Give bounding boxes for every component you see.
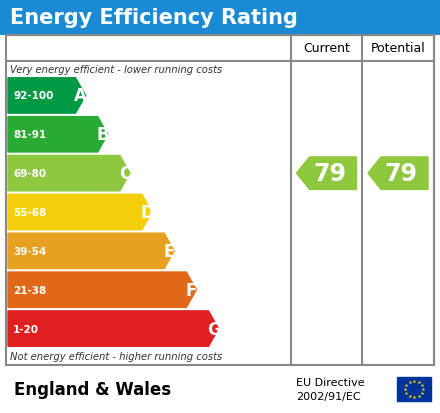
Text: Very energy efficient - lower running costs: Very energy efficient - lower running co… bbox=[10, 65, 222, 75]
Text: 39-54: 39-54 bbox=[13, 246, 46, 256]
Text: 55-68: 55-68 bbox=[13, 207, 46, 218]
Polygon shape bbox=[8, 156, 130, 191]
Polygon shape bbox=[297, 157, 356, 190]
Text: Potential: Potential bbox=[370, 43, 425, 55]
Polygon shape bbox=[8, 311, 219, 347]
Text: Current: Current bbox=[303, 43, 350, 55]
Text: 79: 79 bbox=[385, 162, 418, 186]
Text: Not energy efficient - higher running costs: Not energy efficient - higher running co… bbox=[10, 351, 222, 361]
Text: England & Wales: England & Wales bbox=[14, 380, 171, 398]
Polygon shape bbox=[368, 157, 428, 190]
Text: E: E bbox=[164, 242, 175, 260]
Text: EU Directive: EU Directive bbox=[296, 377, 365, 387]
Text: F: F bbox=[186, 281, 197, 299]
Text: G: G bbox=[207, 320, 220, 338]
Text: 92-100: 92-100 bbox=[13, 91, 53, 101]
Polygon shape bbox=[8, 117, 108, 153]
Polygon shape bbox=[8, 195, 152, 230]
Text: 81-91: 81-91 bbox=[13, 130, 46, 140]
Polygon shape bbox=[8, 78, 85, 114]
Text: C: C bbox=[119, 165, 131, 183]
Bar bbox=[0, 0, 440, 36]
Text: D: D bbox=[140, 204, 154, 221]
Text: B: B bbox=[96, 126, 109, 144]
Text: Energy Efficiency Rating: Energy Efficiency Rating bbox=[10, 8, 298, 28]
Bar bbox=[6, 365, 434, 413]
Polygon shape bbox=[8, 272, 196, 308]
Polygon shape bbox=[8, 234, 174, 269]
Bar bbox=[6, 36, 434, 365]
Text: 69-80: 69-80 bbox=[13, 169, 46, 179]
Text: 79: 79 bbox=[313, 162, 346, 186]
Text: 1-20: 1-20 bbox=[13, 324, 39, 334]
Text: 2002/91/EC: 2002/91/EC bbox=[296, 391, 361, 401]
Text: A: A bbox=[74, 87, 87, 105]
Text: 21-38: 21-38 bbox=[13, 285, 46, 295]
Bar bbox=[397, 377, 431, 401]
